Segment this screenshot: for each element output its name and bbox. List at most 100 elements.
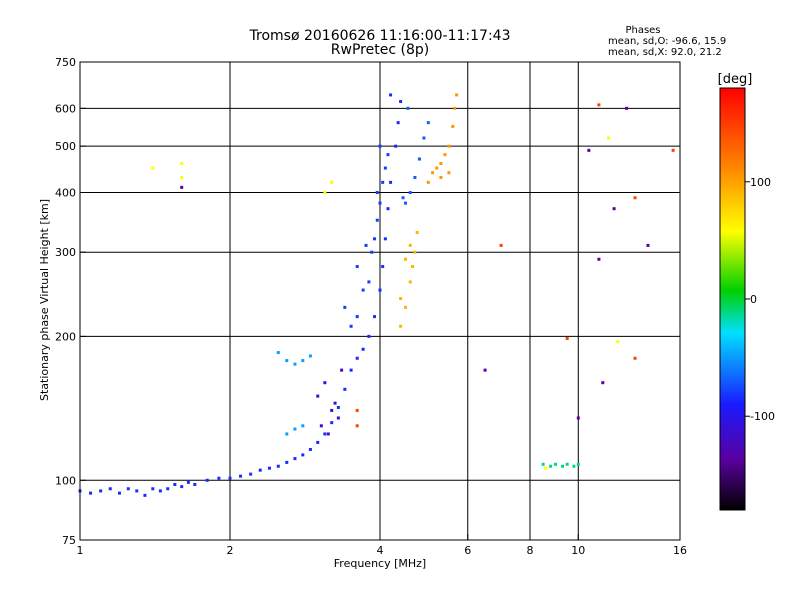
data-point	[378, 288, 382, 292]
data-point	[453, 106, 457, 110]
data-point	[406, 106, 410, 110]
data-point	[186, 480, 190, 484]
data-point	[180, 485, 184, 489]
phases-mean-x: mean, sd,X: 92.0, 21.2	[608, 47, 722, 58]
data-point	[228, 476, 232, 480]
data-point	[541, 462, 545, 466]
data-point	[378, 201, 382, 205]
chart-subtitle: RwPretec (8p)	[331, 42, 429, 58]
data-point	[173, 482, 177, 486]
y-tick-label: 500	[55, 140, 76, 153]
data-point	[415, 230, 419, 234]
data-point	[443, 153, 447, 157]
data-point	[180, 161, 184, 165]
data-point	[364, 243, 368, 247]
data-point	[499, 243, 503, 247]
data-point	[411, 265, 415, 269]
colorbar-label: [deg]	[718, 72, 753, 87]
data-point	[544, 466, 548, 470]
axes: 1 2 4 6 8 10 16 75 100 200 300 400 500 600 750	[55, 56, 687, 557]
data-point	[361, 347, 365, 351]
data-point	[389, 93, 393, 97]
data-point	[333, 401, 337, 405]
data-point	[285, 460, 289, 464]
data-point	[447, 171, 451, 175]
data-point	[607, 136, 611, 140]
data-point	[355, 265, 359, 269]
data-point	[378, 144, 382, 148]
phases-mean-o: mean, sd,O: -96.6, 15.9	[608, 36, 726, 47]
data-point	[267, 466, 271, 470]
data-point	[408, 190, 412, 194]
data-point	[373, 237, 377, 241]
data-point	[403, 257, 407, 261]
data-point	[426, 180, 430, 184]
data-point	[340, 368, 344, 372]
data-point	[301, 424, 305, 428]
data-point	[381, 265, 385, 269]
phases-title: Phases	[625, 25, 660, 36]
x-tick-label: 2	[227, 544, 234, 557]
data-point	[399, 100, 403, 104]
y-tick-label: 100	[55, 474, 76, 487]
data-point	[143, 493, 147, 497]
data-point	[308, 354, 312, 358]
data-point	[417, 157, 421, 161]
data-point	[403, 305, 407, 309]
x-tick-label: 16	[673, 544, 687, 557]
data-point	[349, 368, 353, 372]
data-point	[394, 144, 398, 148]
data-point	[435, 166, 439, 170]
data-point	[323, 190, 327, 194]
data-point	[330, 180, 334, 184]
x-tick-label: 1	[77, 544, 84, 557]
y-tick-label: 400	[55, 186, 76, 199]
data-point	[408, 243, 412, 247]
data-point	[576, 416, 580, 420]
data-point	[276, 464, 280, 468]
data-point	[483, 368, 487, 372]
data-point	[426, 121, 430, 125]
data-point	[355, 424, 359, 428]
data-point	[383, 166, 387, 170]
data-point	[326, 432, 330, 436]
data-point	[336, 405, 340, 409]
data-point	[330, 421, 334, 425]
data-point	[375, 190, 379, 194]
data-point	[451, 124, 455, 128]
data-point	[285, 432, 289, 436]
data-point	[151, 166, 155, 170]
data-point	[293, 427, 297, 431]
data-point	[401, 196, 405, 200]
y-tick-label: 600	[55, 102, 76, 115]
data-point	[375, 218, 379, 222]
data-point	[135, 489, 139, 493]
data-point	[422, 136, 426, 140]
data-point	[308, 447, 312, 451]
x-tick-label: 8	[527, 544, 534, 557]
data-point	[355, 315, 359, 319]
data-point	[99, 489, 103, 493]
data-point	[576, 462, 580, 466]
colorbar-tick-label: 0	[750, 293, 757, 306]
data-point	[180, 175, 184, 179]
data-point	[561, 464, 565, 468]
y-tick-label: 300	[55, 246, 76, 259]
chart-title: Tromsø 20160626 11:16:00-11:17:43	[249, 28, 511, 44]
data-point	[646, 243, 650, 247]
data-point	[597, 103, 601, 107]
data-point	[431, 171, 435, 175]
x-tick-label: 4	[377, 544, 384, 557]
data-point	[597, 257, 601, 261]
data-point	[319, 424, 323, 428]
data-point	[258, 468, 262, 472]
colorbar-ticks: 100 0 -100	[745, 176, 775, 423]
data-point	[455, 93, 459, 97]
x-tick-label: 6	[464, 544, 471, 557]
data-point	[217, 476, 221, 480]
data-point	[108, 487, 112, 491]
data-point	[126, 487, 130, 491]
data-point	[293, 362, 297, 366]
data-point	[158, 489, 162, 493]
data-point	[413, 175, 417, 179]
